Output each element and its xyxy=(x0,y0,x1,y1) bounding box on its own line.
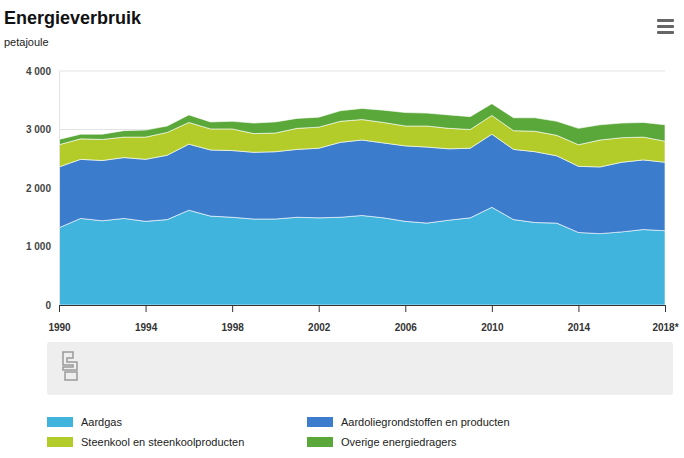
y-tick: 0 xyxy=(45,300,59,311)
legend-label[interactable]: Aardgas xyxy=(81,416,122,428)
grid-line xyxy=(59,71,665,72)
y-tick-label: 3 000 xyxy=(26,124,51,135)
x-tick-mark xyxy=(665,305,666,312)
x-tick-mark xyxy=(232,305,233,312)
plot-area xyxy=(59,104,665,305)
x-tick-label: 2010 xyxy=(481,322,504,333)
x-tick: 2018* xyxy=(652,305,678,333)
x-tick-mark xyxy=(405,305,406,312)
chart: Energieverbruik petajoule 0 1 000 2 000 3 000… xyxy=(0,0,684,458)
y-tick: 2 000 xyxy=(26,183,59,194)
x-tick-label: 2014 xyxy=(568,322,591,333)
legend: Aardgas Aardoliegrondstoffen en producten… xyxy=(47,416,510,448)
footer-box xyxy=(47,342,673,395)
y-tick: 1 000 xyxy=(26,241,59,252)
x-axis: 1990 1994 1998 2002 2006 2010 2014 2018* xyxy=(48,305,678,333)
y-tick-label: 1 000 xyxy=(26,241,51,252)
y-tick-label: 0 xyxy=(45,300,51,311)
y-tick-label: 4 000 xyxy=(26,66,51,77)
logo xyxy=(63,352,77,380)
menu-bar[interactable] xyxy=(657,19,674,22)
subtitle: petajoule xyxy=(4,36,49,48)
legend-swatch[interactable] xyxy=(307,417,333,427)
x-tick-mark xyxy=(59,305,60,312)
legend-item[interactable]: Steenkool en steenkoolproducten xyxy=(47,436,244,448)
x-tick-label: 1990 xyxy=(48,322,71,333)
y-axis: 0 1 000 2 000 3 000 4 000 xyxy=(26,66,60,311)
x-axis-line xyxy=(60,306,666,313)
x-tick-mark xyxy=(146,305,147,312)
legend-swatch[interactable] xyxy=(47,437,73,447)
legend-item[interactable]: Aardgas xyxy=(47,416,122,428)
x-tick: 2002 xyxy=(308,305,331,333)
x-tick: 1990 xyxy=(48,305,71,333)
menu-bar[interactable] xyxy=(657,25,674,28)
logo-shape xyxy=(63,352,77,380)
grid xyxy=(59,71,665,305)
area-series xyxy=(59,104,665,145)
x-tick-mark xyxy=(578,305,579,312)
x-tick: 2006 xyxy=(395,305,418,333)
x-tick: 2010 xyxy=(481,305,504,333)
legend-label[interactable]: Overige energiedragers xyxy=(341,436,457,448)
legend-item[interactable]: Aardoliegrondstoffen en producten xyxy=(307,416,510,428)
y-tick-label: 2 000 xyxy=(26,183,51,194)
x-tick: 2014 xyxy=(568,305,591,333)
legend-swatch[interactable] xyxy=(307,437,333,447)
x-tick-label: 2018* xyxy=(652,322,678,333)
menu-icon[interactable] xyxy=(657,19,674,34)
legend-label[interactable]: Aardoliegrondstoffen en producten xyxy=(341,416,510,428)
x-tick-mark xyxy=(319,305,320,312)
x-tick: 1998 xyxy=(222,305,245,333)
y-tick: 3 000 xyxy=(26,124,59,135)
x-tick-label: 2006 xyxy=(395,322,418,333)
y-axis-line xyxy=(59,72,60,306)
x-tick: 1994 xyxy=(135,305,158,333)
legend-label[interactable]: Steenkool en steenkoolproducten xyxy=(81,436,244,448)
y-tick: 4 000 xyxy=(26,66,59,77)
legend-swatch[interactable] xyxy=(47,417,73,427)
menu-bar[interactable] xyxy=(657,31,674,34)
x-tick-label: 2002 xyxy=(308,322,331,333)
x-tick-label: 1998 xyxy=(222,322,245,333)
x-tick-label: 1994 xyxy=(135,322,158,333)
x-tick-mark xyxy=(492,305,493,312)
legend-item[interactable]: Overige energiedragers xyxy=(307,436,457,448)
title: Energieverbruik xyxy=(4,8,142,28)
